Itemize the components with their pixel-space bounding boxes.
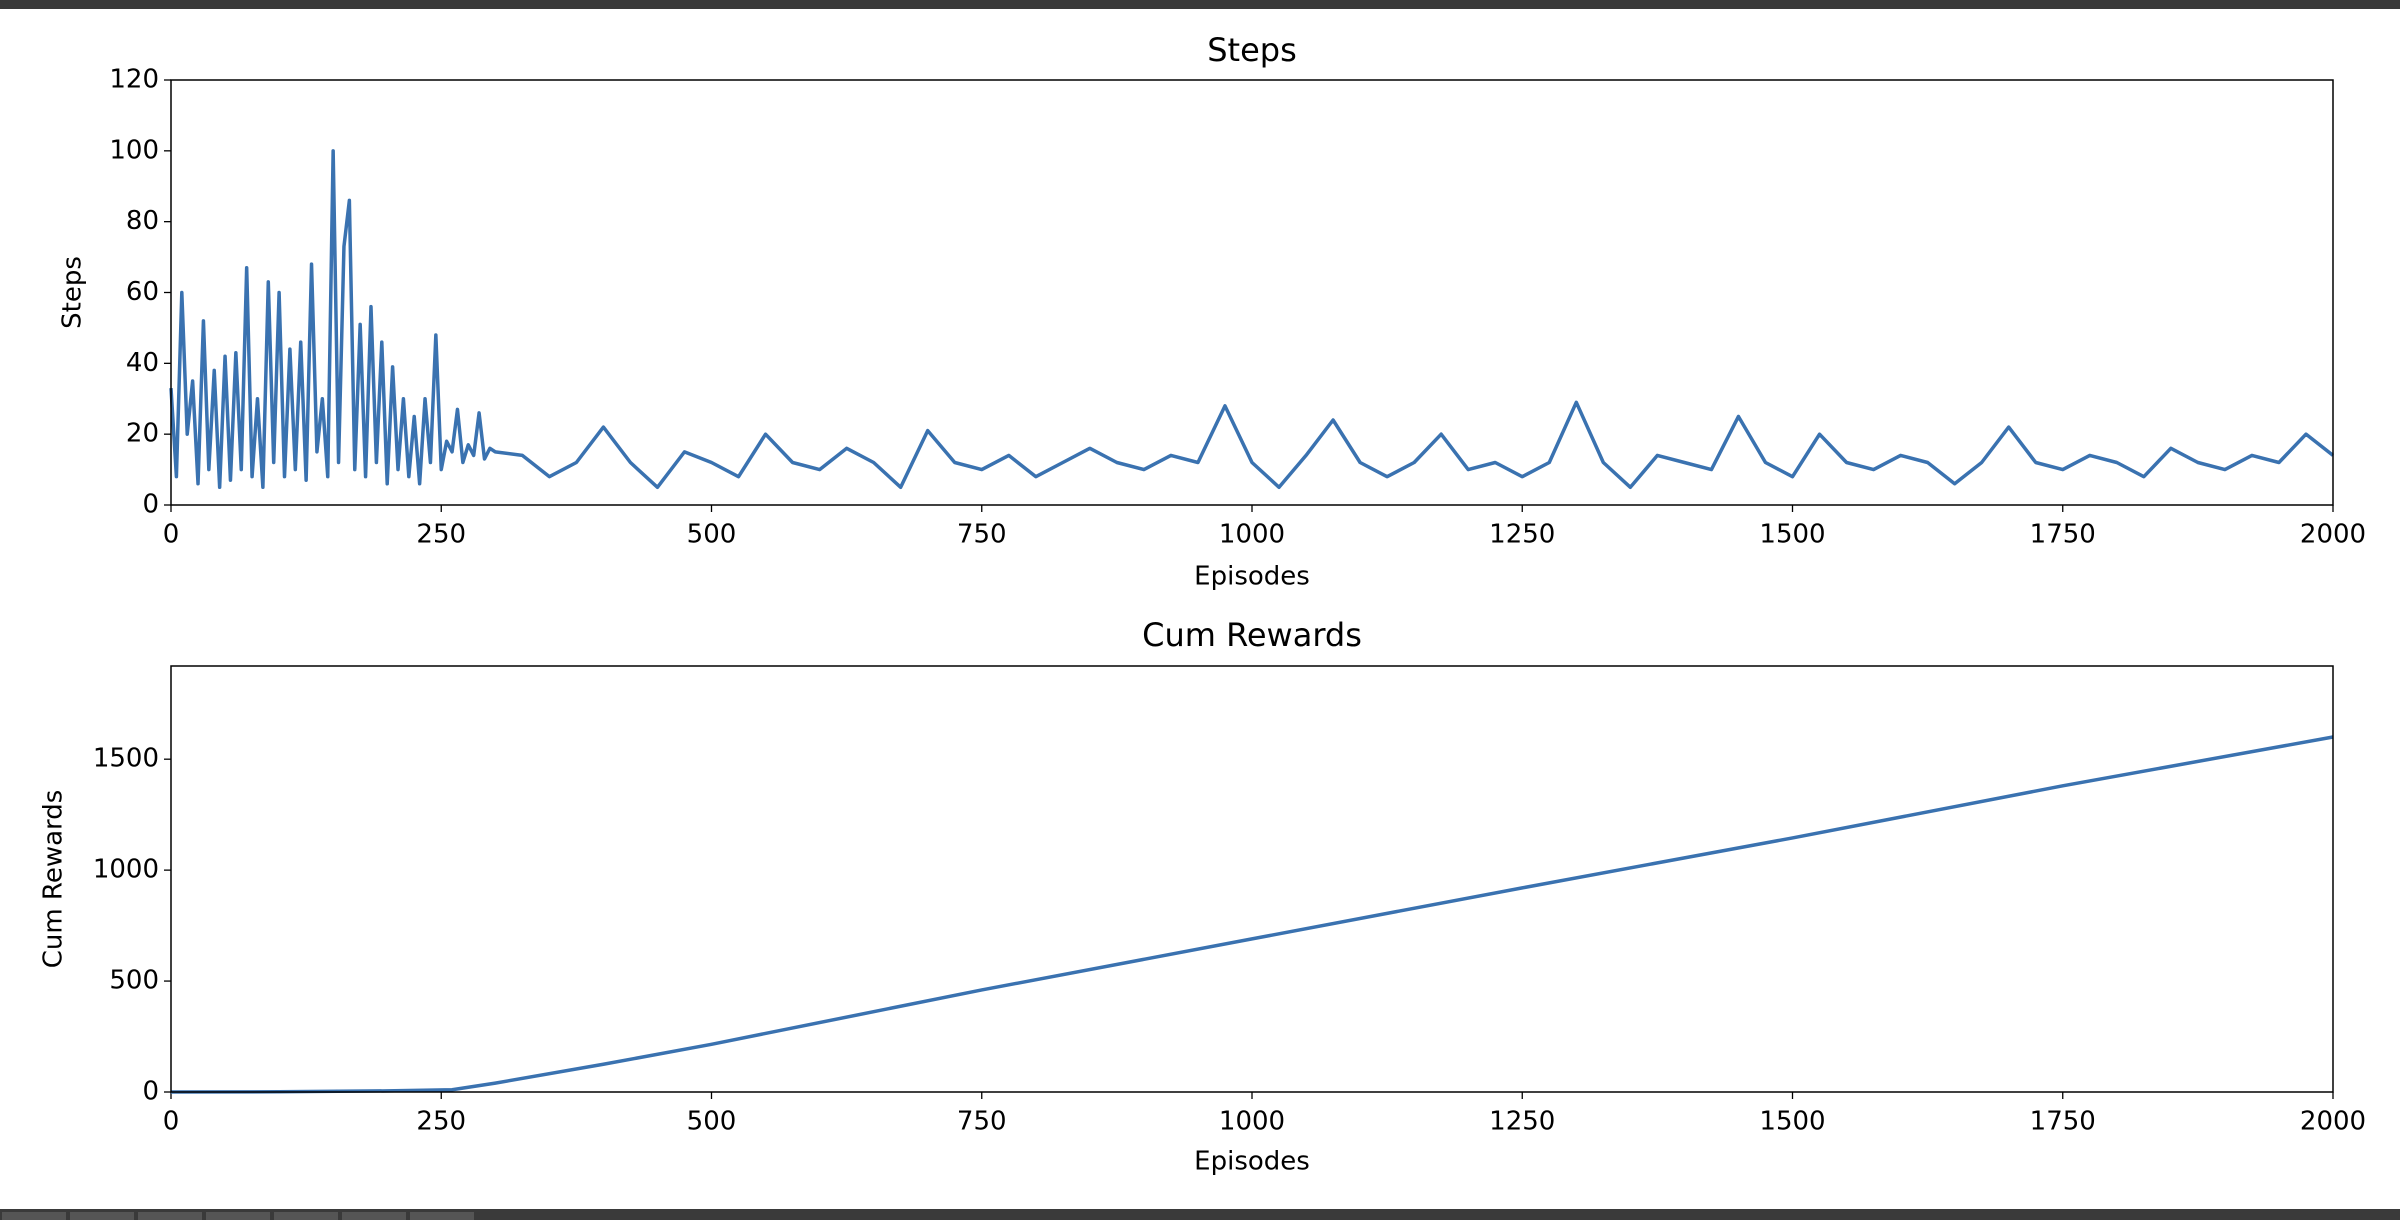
x-tick-label: 250 [416,520,466,550]
chart-title: Steps [1207,31,1297,69]
x-tick-label: 500 [687,520,737,550]
tab[interactable] [206,1212,270,1220]
x-tick-label: 250 [416,1107,466,1137]
x-tick-label: 1750 [2030,520,2096,550]
y-tick-label: 60 [126,277,159,307]
x-tick-label: 1750 [2030,1107,2096,1137]
tab[interactable] [138,1212,202,1220]
top-bar [0,0,2400,9]
y-axis-label: Cum Rewards [39,790,69,969]
y-tick-label: 100 [109,135,159,165]
x-tick-label: 1500 [1759,520,1825,550]
tab[interactable] [2,1212,66,1220]
tab[interactable] [410,1212,474,1220]
tab[interactable] [70,1212,134,1220]
x-axis-label: Episodes [1194,1147,1310,1177]
y-tick-label: 120 [109,65,159,95]
x-axis-label: Episodes [1194,562,1310,592]
x-tick-label: 0 [163,1107,180,1137]
y-tick-label: 0 [142,1077,159,1107]
plot-frame [170,79,2334,506]
data-line [170,735,2334,1094]
y-axis-label: Steps [58,256,88,329]
data-line [169,149,2335,490]
x-tick-label: 750 [957,1107,1007,1137]
x-tick-label: 2000 [2300,1107,2366,1137]
x-tick-label: 1000 [1219,520,1285,550]
x-tick-label: 500 [687,1107,737,1137]
tab[interactable] [274,1212,338,1220]
plot-frame [170,665,2334,1093]
toolbar-tabs [2,1212,474,1220]
x-tick-label: 2000 [2300,520,2366,550]
tab[interactable] [342,1212,406,1220]
x-tick-label: 0 [163,520,180,550]
y-tick-label: 1500 [93,744,159,774]
x-tick-label: 1500 [1759,1107,1825,1137]
x-tick-label: 1000 [1219,1107,1285,1137]
chart-title: Cum Rewards [1142,616,1362,654]
x-tick-label: 1250 [1489,520,1555,550]
x-tick-label: 750 [957,520,1007,550]
y-tick-label: 1000 [93,855,159,885]
x-tick-label: 1250 [1489,1107,1555,1137]
bottom-bar [0,1209,2400,1220]
y-tick-label: 40 [126,348,159,378]
y-tick-label: 20 [126,419,159,449]
y-tick-label: 500 [109,966,159,996]
y-tick-label: 0 [142,490,159,520]
y-tick-label: 80 [126,206,159,236]
